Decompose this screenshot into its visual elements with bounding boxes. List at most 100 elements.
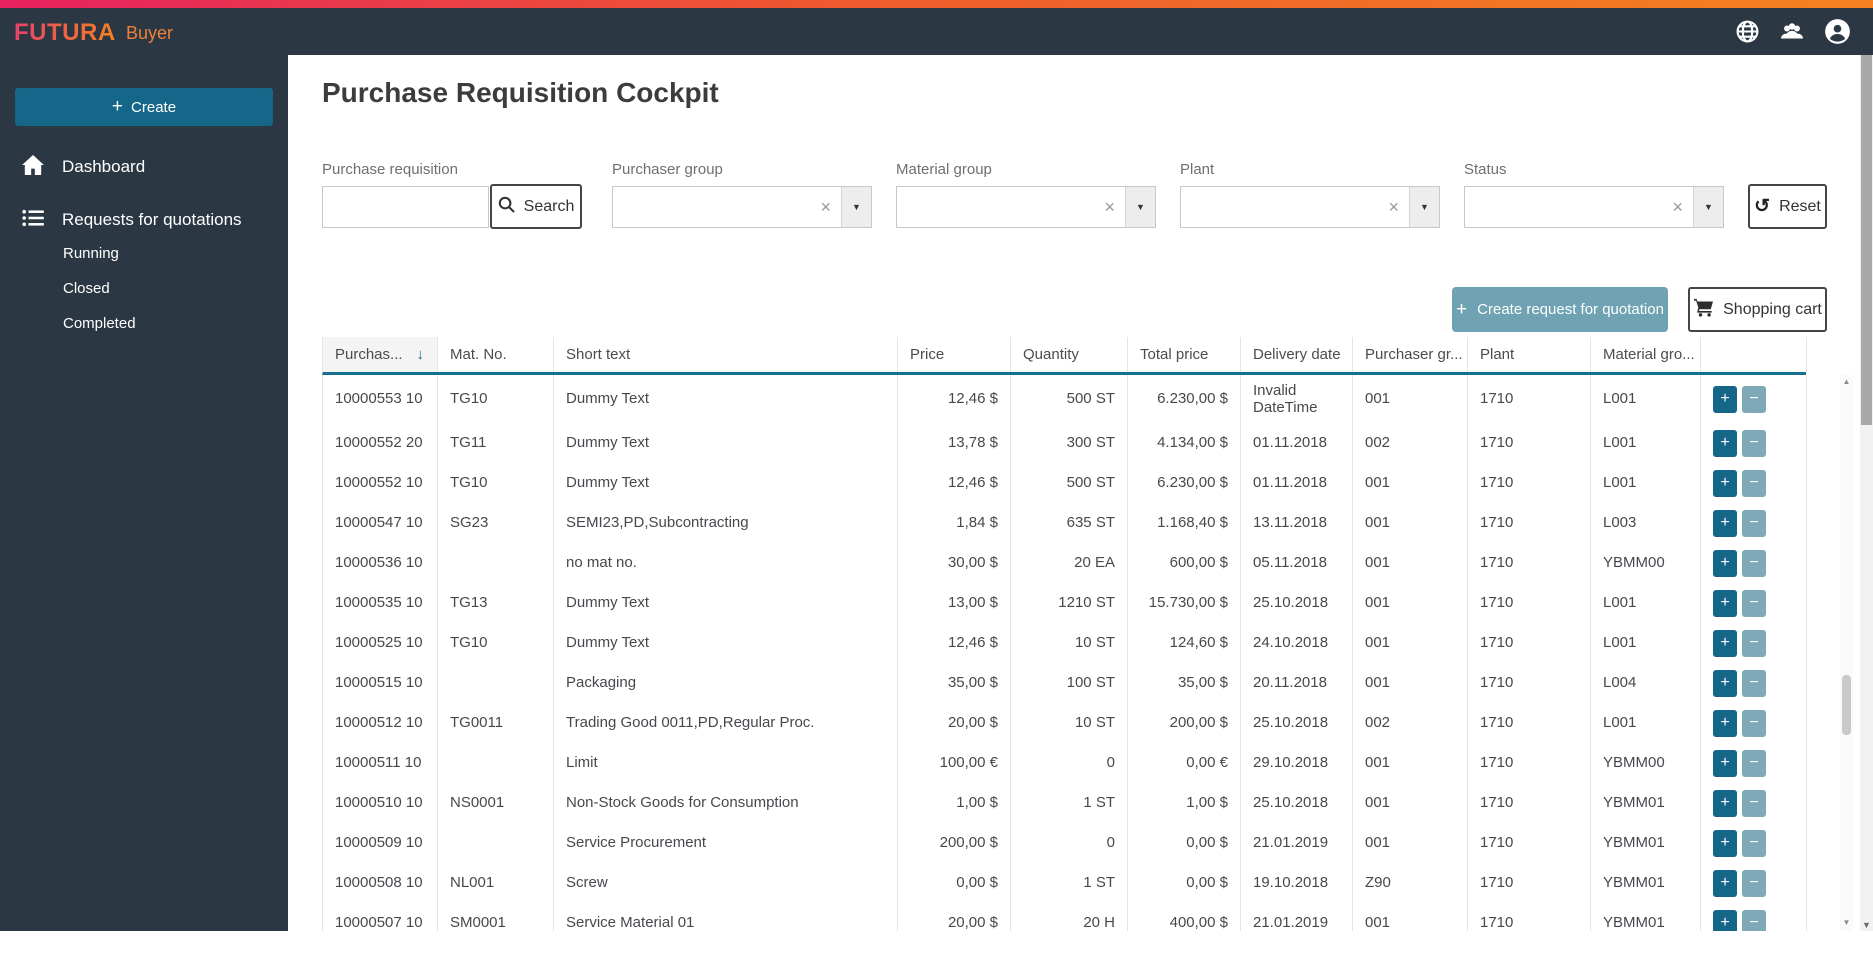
sidebar-item-requests-for-quotations[interactable]: Requests for quotations [0,203,288,237]
table-cell: 30,00 $ [898,543,1011,583]
clear-icon[interactable]: × [1104,197,1115,218]
create-request-for-quotation-button[interactable]: + Create request for quotation [1452,287,1668,332]
column-header[interactable]: Quantity [1011,337,1128,372]
row-actions: +− [1701,543,1807,583]
column-header-label: Delivery date [1253,346,1341,363]
add-to-cart-button[interactable]: + [1713,830,1737,857]
column-header-label: Mat. No. [450,346,507,363]
add-to-cart-button[interactable]: + [1713,870,1737,897]
sidebar-subitem-closed[interactable]: Closed [63,280,110,297]
table-cell: 6.230,00 $ [1128,463,1241,503]
main-content: Purchase Requisition Cockpit Purchase re… [288,55,1860,931]
reset-button[interactable]: ↺ Reset [1748,184,1827,229]
clear-icon[interactable]: × [1388,197,1399,218]
clear-icon[interactable]: × [820,197,831,218]
page-scrollbar[interactable]: ▼ [1860,55,1873,931]
material-group-combobox[interactable]: × ▼ [896,186,1156,228]
column-header[interactable]: Price [898,337,1011,372]
remove-from-cart-button[interactable]: − [1742,750,1766,777]
sidebar-item-dashboard[interactable]: Dashboard [0,150,288,184]
row-actions: +− [1701,903,1807,931]
clear-icon[interactable]: × [1672,197,1683,218]
table-cell: 1710 [1468,863,1591,903]
remove-from-cart-button[interactable]: − [1742,590,1766,617]
table-cell: Packaging [554,663,898,703]
status-combobox[interactable]: × ▼ [1464,186,1724,228]
column-header[interactable] [1701,337,1807,372]
column-header[interactable]: Short text [554,337,898,372]
add-to-cart-button[interactable]: + [1713,790,1737,817]
scroll-up-icon[interactable]: ▲ [1840,377,1853,386]
add-to-cart-button[interactable]: + [1713,430,1737,457]
remove-from-cart-button[interactable]: − [1742,510,1766,537]
remove-from-cart-button[interactable]: − [1742,550,1766,577]
shopping-cart-button[interactable]: Shopping cart [1688,287,1827,332]
page-scrollbar-thumb[interactable] [1861,55,1872,425]
add-to-cart-button[interactable]: + [1713,470,1737,497]
table-scrollbar[interactable]: ▲ ▼ [1840,375,1853,931]
table-scrollbar-thumb[interactable] [1842,675,1851,735]
table-cell: 21.01.2019 [1241,903,1353,931]
users-icon[interactable] [1778,19,1806,44]
column-header[interactable]: Plant [1468,337,1591,372]
add-to-cart-button[interactable]: + [1713,670,1737,697]
remove-from-cart-button[interactable]: − [1742,386,1766,413]
add-to-cart-button[interactable]: + [1713,386,1737,413]
remove-from-cart-button[interactable]: − [1742,470,1766,497]
add-to-cart-button[interactable]: + [1713,910,1737,932]
remove-from-cart-button[interactable]: − [1742,910,1766,932]
add-to-cart-button[interactable]: + [1713,630,1737,657]
column-header[interactable]: Delivery date [1241,337,1353,372]
column-header-label: Price [910,346,944,363]
purchase-requisition-input[interactable] [322,186,489,228]
purchase-requisition-table: Purchas...↓ Mat. No. Short text Price Quanti… [322,337,1806,931]
remove-from-cart-button[interactable]: − [1742,430,1766,457]
dropdown-toggle[interactable]: ▼ [1693,187,1723,227]
dropdown-toggle[interactable]: ▼ [1409,187,1439,227]
column-header[interactable]: Purchaser gr... [1353,337,1468,372]
remove-from-cart-button[interactable]: − [1742,790,1766,817]
sidebar-subitem-completed[interactable]: Completed [63,315,136,332]
plant-combobox[interactable]: × ▼ [1180,186,1440,228]
dropdown-toggle[interactable]: ▼ [1125,187,1155,227]
table-cell: 19.10.2018 [1241,863,1353,903]
sidebar-subitem-running[interactable]: Running [63,245,119,262]
collapse-sidebar-button[interactable] [238,927,274,971]
add-to-cart-button[interactable]: + [1713,590,1737,617]
add-to-cart-button[interactable]: + [1713,710,1737,737]
remove-from-cart-button[interactable]: − [1742,830,1766,857]
add-to-cart-button[interactable]: + [1713,750,1737,777]
remove-from-cart-button[interactable]: − [1742,870,1766,897]
table-cell: 001 [1353,743,1468,783]
account-icon[interactable] [1824,18,1851,45]
remove-from-cart-button[interactable]: − [1742,670,1766,697]
add-to-cart-button[interactable]: + [1713,550,1737,577]
table-cell: 635 ST [1011,503,1128,543]
remove-from-cart-button[interactable]: − [1742,710,1766,737]
column-header[interactable]: Total price [1128,337,1241,372]
table-cell: 001 [1353,783,1468,823]
create-button[interactable]: + Create [15,88,273,126]
scroll-down-icon[interactable]: ▼ [1840,918,1853,927]
table-cell: L001 [1591,423,1701,463]
home-icon [22,155,44,180]
scroll-down-icon[interactable]: ▼ [1860,920,1873,930]
add-to-cart-button[interactable]: + [1713,510,1737,537]
chevron-down-icon: ▼ [852,202,861,212]
dropdown-toggle[interactable]: ▼ [841,187,871,227]
table-cell: 300 ST [1011,423,1128,463]
column-header-label: Material gro... [1603,346,1695,363]
search-button[interactable]: Search [490,184,582,229]
purchaser-group-combobox[interactable]: × ▼ [612,186,872,228]
column-header[interactable]: Mat. No. [438,337,554,372]
table-cell: 0,00 $ [1128,823,1241,863]
remove-from-cart-button[interactable]: − [1742,630,1766,657]
chevron-down-icon: ▼ [1420,202,1429,212]
table-cell: 1710 [1468,543,1591,583]
column-header-label: Total price [1140,346,1208,363]
globe-icon[interactable] [1735,19,1760,44]
column-header[interactable]: Purchas...↓ [323,337,438,372]
column-header[interactable]: Material gro... [1591,337,1701,372]
